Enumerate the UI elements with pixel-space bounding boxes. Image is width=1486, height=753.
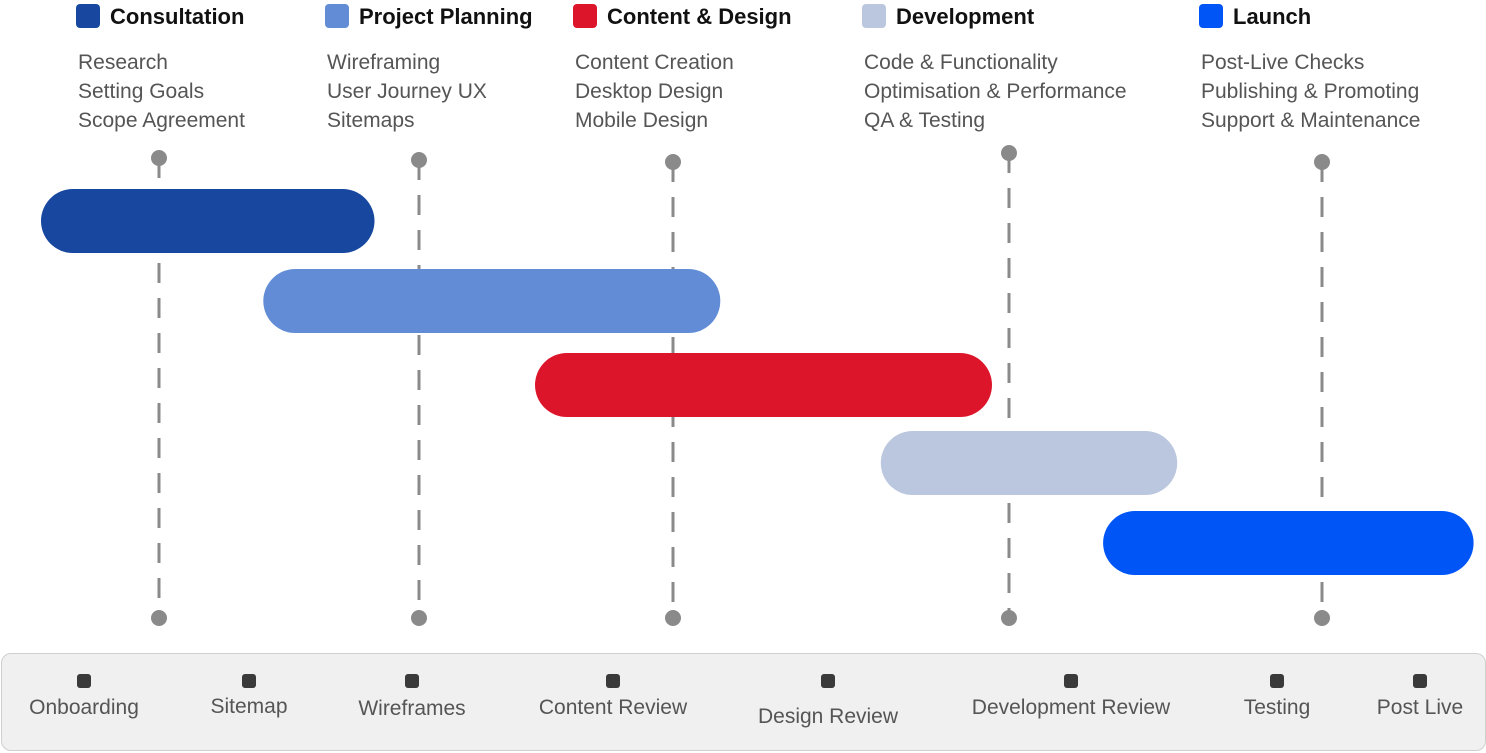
guide-endpoint-dot xyxy=(1001,145,1017,161)
task-label: Mobile Design xyxy=(575,109,709,132)
guide-endpoint-dot xyxy=(151,150,167,166)
milestone-marker-icon xyxy=(606,674,620,688)
gantt-bar-consultation xyxy=(41,189,375,253)
guide-endpoint-dot xyxy=(1314,610,1330,626)
milestone-marker-icon xyxy=(821,674,835,688)
task-label: Desktop Design xyxy=(575,80,724,103)
milestone-label: Development Review xyxy=(971,696,1171,719)
gantt-chart xyxy=(41,145,1474,626)
phase-title: Development xyxy=(896,4,1035,29)
legend-swatch xyxy=(862,4,886,28)
guide-endpoint-dot xyxy=(665,610,681,626)
task-label: Wireframing xyxy=(327,51,441,74)
task-label: Post-Live Checks xyxy=(1201,51,1365,74)
gantt-bar-launch xyxy=(1103,511,1474,575)
task-list: Content Creation Desktop Design Mobile D… xyxy=(575,48,734,135)
task-label: Content Creation xyxy=(575,51,734,74)
task-label: Optimisation & Performance xyxy=(864,80,1127,103)
guide-endpoint-dot xyxy=(665,154,681,170)
task-list: Post-Live Checks Publishing & Promoting … xyxy=(1201,48,1420,135)
task-label: Sitemaps xyxy=(327,109,415,132)
phase-title: Content & Design xyxy=(607,4,792,29)
task-list: Research Setting Goals Scope Agreement xyxy=(78,48,245,135)
task-label: Setting Goals xyxy=(78,80,205,103)
milestone-marker-icon xyxy=(242,674,256,688)
gantt-bar-content-design xyxy=(535,353,992,417)
gantt-bar-project-planning xyxy=(263,269,721,333)
milestone-marker-icon xyxy=(405,674,419,688)
legend-swatch xyxy=(1199,4,1223,28)
task-label: QA & Testing xyxy=(864,109,986,132)
gantt-bar-development xyxy=(880,431,1178,495)
legend-swatch xyxy=(325,4,349,28)
milestone-marker-icon xyxy=(77,674,91,688)
legend-swatch xyxy=(573,4,597,28)
guide-endpoint-dot xyxy=(411,610,427,626)
milestone-panel: Onboarding Sitemap Wireframes Content Re… xyxy=(1,653,1486,751)
milestone-marker-icon xyxy=(1270,674,1284,688)
milestone-marker-icon xyxy=(1064,674,1078,688)
phase-title: Project Planning xyxy=(359,4,533,29)
milestone-label: Testing xyxy=(1243,696,1311,719)
guide-endpoint-dot xyxy=(1001,610,1017,626)
task-list: Wireframing User Journey UX Sitemaps xyxy=(327,48,487,135)
task-label: Support & Maintenance xyxy=(1201,109,1421,132)
task-label: User Journey UX xyxy=(327,80,487,103)
milestone-label: Content Review xyxy=(538,696,688,719)
guide-endpoint-dot xyxy=(1314,154,1330,170)
task-label: Publishing & Promoting xyxy=(1201,80,1420,103)
phase-title: Consultation xyxy=(110,4,245,29)
guide-endpoint-dot xyxy=(411,152,427,168)
phase-title: Launch xyxy=(1233,4,1312,29)
task-label: Code & Functionality xyxy=(864,51,1058,74)
milestone-marker-icon xyxy=(1413,674,1427,688)
milestone-label: Post Live xyxy=(1376,696,1464,719)
legend-swatch xyxy=(76,4,100,28)
task-label: Research xyxy=(78,51,168,74)
milestone-label: Design Review xyxy=(757,705,899,728)
task-list: Code & Functionality Optimisation & Perf… xyxy=(864,48,1127,135)
task-label: Scope Agreement xyxy=(78,109,245,132)
guide-endpoint-dot xyxy=(151,610,167,626)
milestone-label: Wireframes xyxy=(358,697,466,720)
milestone-label: Sitemap xyxy=(210,695,288,718)
milestone-label: Onboarding xyxy=(29,696,139,719)
